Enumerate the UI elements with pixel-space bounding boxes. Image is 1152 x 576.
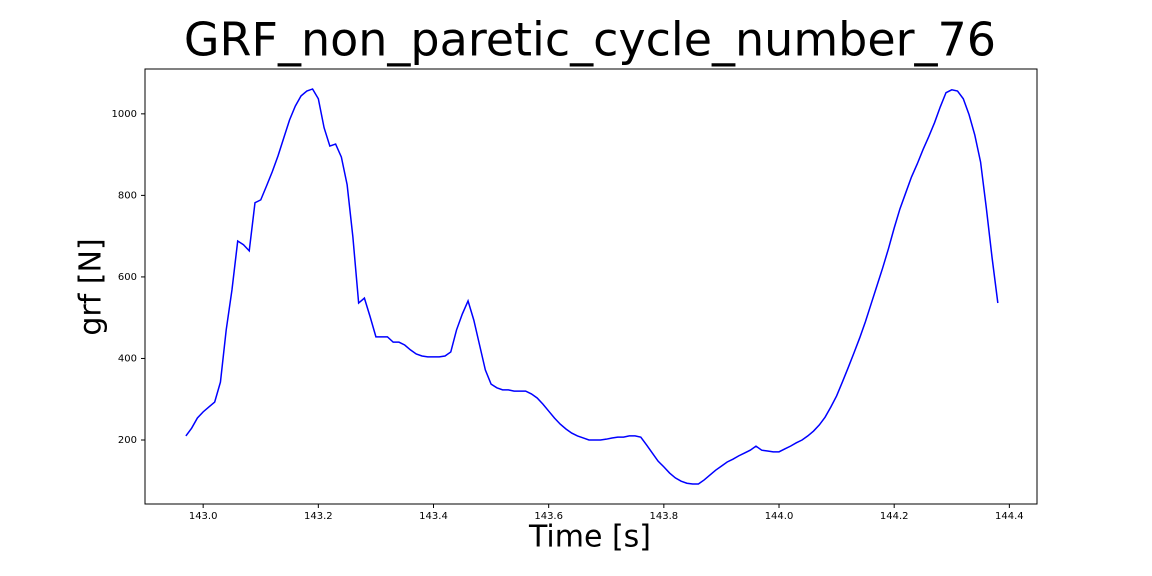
x-tick-label: 144.4 [995,511,1024,522]
x-tick-label: 143.6 [534,511,563,522]
chart-title: GRF_non_paretic_cycle_number_76 [184,13,996,67]
x-tick-label: 143.4 [419,511,448,522]
y-tick-label: 400 [118,353,137,364]
y-tick-label: 200 [118,435,137,446]
x-tick-label: 143.8 [650,511,679,522]
data-line [185,88,999,485]
x-axis-label: Time [s] [528,520,651,555]
x-tick-label: 143.2 [304,511,333,522]
y-axis-label: grf [N] [74,238,109,335]
plot-frame [144,68,1038,505]
x-tick-label: 144.0 [765,511,794,522]
y-tick-label: 1000 [112,109,137,120]
y-tick-label: 600 [118,272,137,283]
y-tick-label: 800 [118,190,137,201]
x-tick-label: 143.0 [189,511,218,522]
x-tick-label: 144.2 [880,511,909,522]
